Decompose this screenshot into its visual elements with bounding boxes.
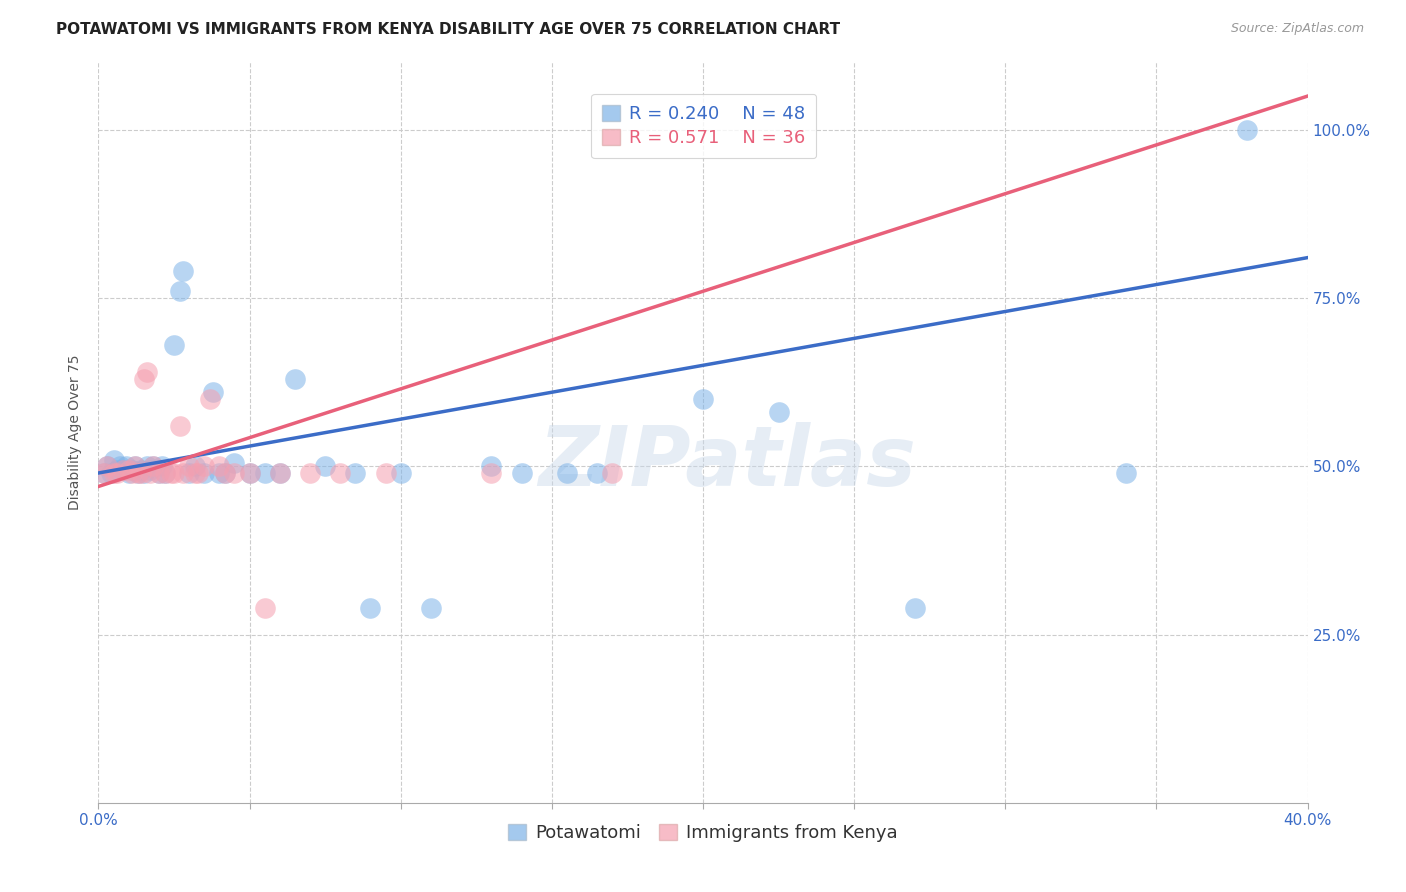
Point <box>118 466 141 480</box>
Point <box>124 459 146 474</box>
Point <box>202 385 225 400</box>
Point <box>208 459 231 474</box>
Point <box>93 466 115 480</box>
Point <box>172 466 194 480</box>
Point <box>269 466 291 480</box>
Point <box>135 459 157 474</box>
Point <box>239 466 262 480</box>
Point <box>114 459 136 474</box>
Point <box>555 466 578 480</box>
Point <box>187 466 209 480</box>
Point <box>142 459 165 474</box>
Point <box>193 459 215 474</box>
Point <box>103 452 125 467</box>
Text: ZIPatlas: ZIPatlas <box>538 422 917 503</box>
Point <box>108 459 131 474</box>
Point <box>200 392 222 406</box>
Point <box>172 264 194 278</box>
Point <box>111 462 134 476</box>
Point <box>193 466 215 480</box>
Point <box>184 466 207 480</box>
Point <box>389 466 412 480</box>
Point <box>139 466 162 480</box>
Point <box>111 462 134 476</box>
Point <box>148 466 170 480</box>
Point <box>602 466 624 480</box>
Point <box>420 600 443 615</box>
Point <box>344 466 367 480</box>
Point <box>103 466 125 480</box>
Point <box>360 600 382 615</box>
Point <box>135 365 157 379</box>
Point <box>153 466 176 480</box>
Point <box>481 459 503 474</box>
Point <box>163 466 186 480</box>
Point <box>904 600 927 615</box>
Point <box>208 466 231 480</box>
Point <box>239 466 262 480</box>
Point <box>179 459 201 474</box>
Point <box>374 466 396 480</box>
Point <box>132 372 155 386</box>
Point <box>153 466 176 480</box>
Point <box>253 466 276 480</box>
Point <box>96 459 118 474</box>
Point <box>481 466 503 480</box>
Point <box>169 285 191 299</box>
Point <box>105 466 128 480</box>
Point <box>150 459 173 474</box>
Point <box>299 466 322 480</box>
Point <box>1115 466 1137 480</box>
Point <box>253 600 276 615</box>
Text: Source: ZipAtlas.com: Source: ZipAtlas.com <box>1230 22 1364 36</box>
Point <box>586 466 609 480</box>
Point <box>284 372 307 386</box>
Point <box>314 459 336 474</box>
Point <box>124 459 146 474</box>
Point <box>768 405 790 419</box>
Point <box>214 466 236 480</box>
Point <box>163 338 186 352</box>
Y-axis label: Disability Age Over 75: Disability Age Over 75 <box>69 355 83 510</box>
Point <box>179 466 201 480</box>
Point <box>127 466 149 480</box>
Point <box>224 466 246 480</box>
Point <box>142 459 165 474</box>
Legend: Potawatomi, Immigrants from Kenya: Potawatomi, Immigrants from Kenya <box>501 816 905 849</box>
Point <box>169 418 191 433</box>
Point <box>269 466 291 480</box>
Point <box>121 466 143 480</box>
Point <box>1236 122 1258 136</box>
Point <box>121 462 143 476</box>
Point <box>127 466 149 480</box>
Point <box>160 466 183 480</box>
Point <box>510 466 533 480</box>
Point <box>132 466 155 480</box>
Point <box>329 466 352 480</box>
Point <box>129 466 152 480</box>
Point <box>129 462 152 476</box>
Point <box>692 392 714 406</box>
Point <box>139 462 162 476</box>
Point <box>118 462 141 476</box>
Point <box>96 459 118 474</box>
Point <box>184 459 207 474</box>
Point <box>93 466 115 480</box>
Point <box>148 466 170 480</box>
Point <box>100 466 122 480</box>
Point <box>224 456 246 470</box>
Point <box>214 466 236 480</box>
Text: POTAWATOMI VS IMMIGRANTS FROM KENYA DISABILITY AGE OVER 75 CORRELATION CHART: POTAWATOMI VS IMMIGRANTS FROM KENYA DISA… <box>56 22 841 37</box>
Point <box>105 462 128 476</box>
